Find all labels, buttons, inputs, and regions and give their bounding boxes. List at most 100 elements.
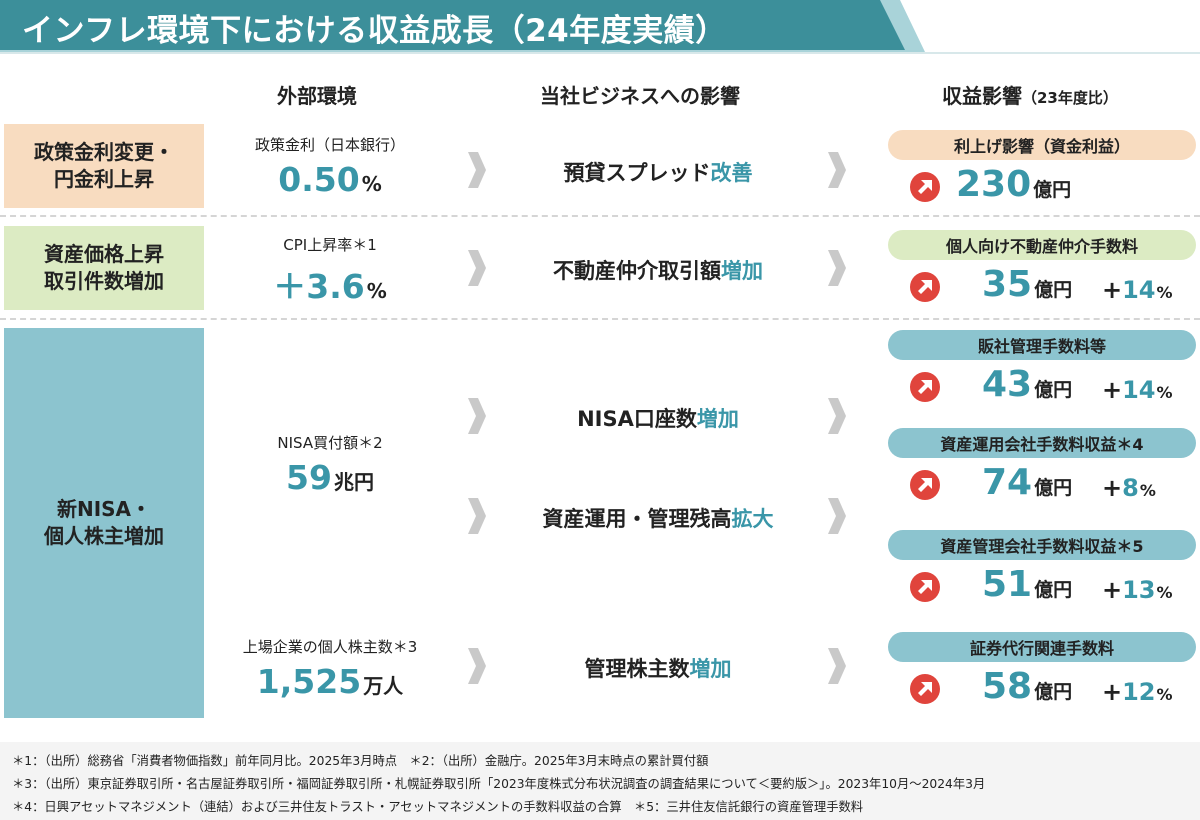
chevron-right-icon — [466, 496, 488, 536]
category-line: 政策金利変更・ — [34, 140, 174, 164]
env-value: 1,525 万人 — [208, 662, 452, 701]
impact-highlight: 増加 — [696, 407, 739, 431]
revenue-label: 資産管理会社手数料収益＊5 — [888, 530, 1196, 560]
category-line: 資産価格上昇 — [44, 242, 164, 266]
revenue-growth: +12% — [1102, 678, 1173, 706]
env-number: 1,525 — [256, 662, 362, 701]
up-right-arrow-icon — [910, 674, 940, 704]
category-nisa: 新NISA・ 個人株主増加 — [4, 328, 204, 718]
impact-text: 預貸スプレッド改善 — [500, 157, 816, 187]
amount-number: 58 — [982, 666, 1033, 707]
revenue-label: 利上げ影響（資金利益） — [888, 130, 1196, 160]
env-value: 0.50% — [225, 160, 435, 199]
up-right-arrow-icon — [910, 272, 940, 302]
growth-unit: % — [1156, 685, 1173, 704]
env-unit: 兆円 — [333, 470, 374, 494]
revenue-growth: +8% — [1102, 474, 1156, 502]
chevron-right-icon — [826, 396, 848, 436]
amount-unit: 億円 — [1033, 179, 1072, 201]
growth-number: 14 — [1122, 376, 1156, 404]
chevron-right-icon — [466, 396, 488, 436]
growth-unit: % — [1156, 583, 1173, 602]
header-business: 当社ビジネスへの影響 — [540, 84, 740, 108]
growth-sign: + — [1102, 576, 1123, 604]
chevron-right-icon — [826, 646, 848, 686]
header-environment: 外部環境 — [277, 84, 357, 108]
row-separator — [0, 318, 1200, 320]
impact-main: NISA口座数 — [577, 407, 697, 431]
header-revenue-label: 収益影響 — [942, 84, 1022, 108]
impact-text: 不動産仲介取引額増加 — [500, 255, 816, 285]
amount-unit: 億円 — [1034, 681, 1073, 703]
up-right-arrow-icon — [910, 372, 940, 402]
growth-sign: + — [1102, 474, 1123, 502]
env-value: ＋3.6% — [225, 260, 435, 308]
impact-main: 不動産仲介取引額 — [553, 259, 721, 283]
chevron-right-icon — [826, 248, 848, 288]
title-banner — [0, 0, 905, 50]
growth-sign: + — [1102, 276, 1123, 304]
growth-number: 8 — [1122, 474, 1139, 502]
env-label: 上場企業の個人株主数＊3 — [242, 638, 418, 656]
page-title: インフレ環境下における収益成長（24年度実績） — [22, 13, 727, 49]
amount-number: 35 — [982, 264, 1033, 305]
env-number: ＋3.6 — [273, 267, 365, 306]
chevron-right-icon — [466, 248, 488, 288]
revenue-amount: 35 億円 — [982, 264, 1072, 305]
impact-main: 管理株主数 — [584, 657, 690, 681]
growth-number: 12 — [1122, 678, 1156, 706]
category-line: 個人株主増加 — [44, 524, 164, 548]
growth-number: 13 — [1122, 576, 1156, 604]
footnote: ＊4：日興アセットマネジメント（連結）および三井住友トラスト・アセットマネジメン… — [12, 800, 864, 814]
chevron-right-icon — [466, 150, 488, 190]
growth-unit: % — [1139, 481, 1156, 500]
chevron-right-icon — [826, 150, 848, 190]
growth-unit: % — [1156, 283, 1173, 302]
env-number: 0.50 — [278, 160, 360, 199]
footnote: ＊1：（出所）総務省「消費者物価指数」前年同月比。2025年3月時点 ＊2：（出… — [12, 754, 709, 768]
category-line: 円金利上昇 — [54, 167, 154, 191]
revenue-amount: 43 億円 — [982, 364, 1072, 405]
env-value: 59 兆円 — [225, 458, 435, 497]
env-unit: 万人 — [363, 674, 404, 698]
row-separator — [0, 215, 1200, 217]
impact-main: 資産運用・管理残高 — [542, 507, 732, 531]
impact-text: 資産運用・管理残高拡大 — [500, 503, 816, 533]
revenue-growth: +14% — [1102, 376, 1173, 404]
amount-number: 74 — [982, 462, 1033, 503]
title-divider — [0, 52, 1200, 54]
amount-number: 51 — [982, 564, 1033, 605]
up-right-arrow-icon — [910, 470, 940, 500]
revenue-growth: +13% — [1102, 576, 1173, 604]
category-rate-change: 政策金利変更・ 円金利上昇 — [4, 124, 204, 208]
env-label: CPI上昇率＊1 — [283, 236, 377, 254]
header-revenue: 収益影響（23年度比） — [942, 80, 1118, 109]
amount-number: 43 — [982, 364, 1033, 405]
footnote: ＊3：（出所）東京証券取引所・名古屋証券取引所・福岡証券取引所・札幌証券取引所「… — [12, 777, 986, 791]
impact-main: 預貸スプレッド — [563, 161, 711, 185]
footnotes-panel — [0, 742, 1200, 820]
revenue-label: 販社管理手数料等 — [888, 330, 1196, 360]
category-asset-price: 資産価格上昇 取引件数増加 — [4, 226, 204, 310]
growth-number: 14 — [1122, 276, 1156, 304]
env-label: 政策金利（日本銀行） — [254, 136, 405, 154]
impact-text: NISA口座数増加 — [500, 403, 816, 433]
revenue-label: 資産運用会社手数料収益＊4 — [888, 428, 1196, 458]
revenue-growth: +14% — [1102, 276, 1173, 304]
revenue-amount: 51 億円 — [982, 564, 1072, 605]
impact-text: 管理株主数増加 — [500, 653, 816, 683]
amount-number: 230 — [956, 164, 1032, 205]
env-label: NISA買付額＊2 — [277, 434, 383, 452]
growth-sign: + — [1102, 678, 1123, 706]
revenue-amount: 58 億円 — [982, 666, 1072, 707]
revenue-amount: 230 億円 — [956, 164, 1071, 205]
amount-unit: 億円 — [1034, 379, 1073, 401]
up-right-arrow-icon — [910, 572, 940, 602]
chevron-right-icon — [466, 646, 488, 686]
up-right-arrow-icon — [910, 172, 940, 202]
category-line: 新NISA・ — [56, 497, 152, 521]
growth-sign: + — [1102, 376, 1123, 404]
chevron-right-icon — [826, 496, 848, 536]
env-number: 59 — [286, 458, 332, 497]
header-revenue-note: （23年度比） — [1022, 89, 1118, 107]
